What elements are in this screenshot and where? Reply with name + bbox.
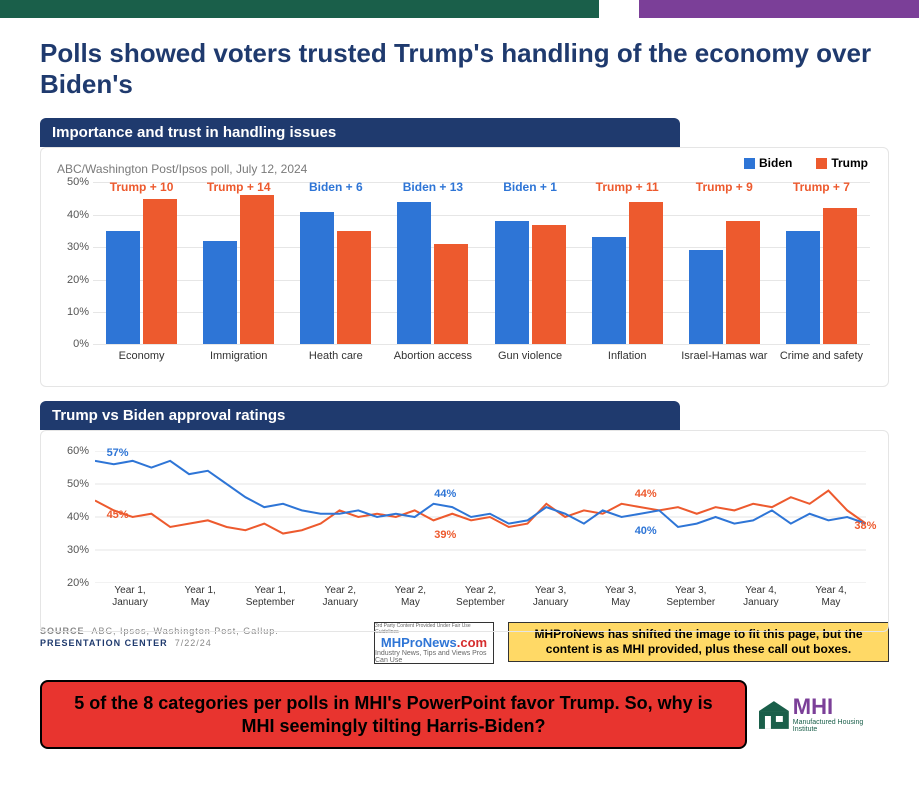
line-ytick: 20% — [67, 577, 89, 589]
bar-trump — [337, 231, 371, 344]
line-series-trump — [95, 491, 866, 534]
line-point-label: 45% — [107, 509, 129, 521]
bar-biden — [106, 231, 140, 344]
line-xtick: Year 2,May — [375, 585, 445, 617]
bar-legend: Biden Trump — [720, 156, 868, 172]
bar-category-label: Gun violence — [482, 350, 579, 363]
mhi-logo: MHI Manufactured Housing Institute — [759, 696, 889, 733]
line-xtick: Year 4,January — [726, 585, 796, 617]
bar-trump — [240, 195, 274, 344]
bar-panel: ABC/Washington Post/Ipsos poll, July 12,… — [40, 147, 889, 387]
bar-group: Trump + 14Immigration — [190, 182, 287, 344]
bar-ytick: 50% — [67, 176, 89, 188]
line-xtick: Year 1,September — [235, 585, 305, 617]
legend-item: Trump — [804, 156, 868, 170]
line-xtick: Year 2,September — [445, 585, 515, 617]
red-callout: 5 of the 8 categories per polls in MHI's… — [40, 680, 747, 749]
bar-category-label: Immigration — [190, 350, 287, 363]
bar-biden — [495, 221, 529, 344]
bar-group: Trump + 10Economy — [93, 182, 190, 344]
line-ytick: 40% — [67, 511, 89, 523]
line-panel: 20% 30% 40% 50% 60% 57% 45% 44% 39% 44% 40% 38% Ye… — [40, 430, 889, 632]
bar-group: Biden + 13Abortion access — [384, 182, 481, 344]
line-xtick: Year 3,January — [516, 585, 586, 617]
bar-trump — [434, 244, 468, 344]
bar-callout: Trump + 14 — [190, 180, 287, 194]
bar-callout: Biden + 6 — [287, 180, 384, 194]
bar-group: Biden + 6Heath care — [287, 182, 384, 344]
line-point-label: 38% — [854, 520, 876, 532]
bar-trump — [726, 221, 760, 344]
bar-group: Trump + 9Israel-Hamas war — [676, 182, 773, 344]
line-ytick: 30% — [67, 544, 89, 556]
bar-biden — [592, 237, 626, 344]
bar-trump — [532, 225, 566, 345]
bar-chart: 0%10%20%30%40%50% Trump + 10EconomyTrump… — [55, 182, 874, 372]
line-point-label: 44% — [635, 488, 657, 500]
bar-ytick: 30% — [67, 241, 89, 253]
bar-category-label: Heath care — [287, 350, 384, 363]
page-headline: Polls showed voters trusted Trump's hand… — [40, 38, 889, 100]
top-color-banner — [0, 0, 919, 18]
bar-callout: Trump + 9 — [676, 180, 773, 194]
bar-group: Biden + 1Gun violence — [482, 182, 579, 344]
bar-biden — [786, 231, 820, 344]
line-point-label: 40% — [635, 525, 657, 537]
bar-category-label: Inflation — [579, 350, 676, 363]
bar-callout: Biden + 1 — [482, 180, 579, 194]
bar-biden — [397, 202, 431, 345]
bar-callout: Trump + 7 — [773, 180, 870, 194]
bar-category-label: Economy — [93, 350, 190, 363]
line-point-label: 44% — [434, 488, 456, 500]
line-point-label: 39% — [434, 529, 456, 541]
bar-ytick: 10% — [67, 306, 89, 318]
bar-trump — [629, 202, 663, 345]
line-xtick: Year 2,January — [305, 585, 375, 617]
bar-callout: Trump + 11 — [579, 180, 676, 194]
bar-group: Trump + 11Inflation — [579, 182, 676, 344]
bar-ytick: 0% — [73, 338, 89, 350]
bar-biden — [300, 212, 334, 345]
presentation-center-line: PRESENTATION CENTER 7/22/24 — [40, 638, 360, 648]
bar-biden — [689, 250, 723, 344]
bar-panel-title: Importance and trust in handling issues — [40, 118, 680, 147]
line-xtick: Year 3,May — [586, 585, 656, 617]
bar-category-label: Israel-Hamas war — [676, 350, 773, 363]
line-xtick: Year 1,May — [165, 585, 235, 617]
bar-group: Trump + 7Crime and safety — [773, 182, 870, 344]
bar-callout: Biden + 13 — [384, 180, 481, 194]
line-xtick: Year 3,September — [656, 585, 726, 617]
bar-trump — [823, 208, 857, 344]
line-ytick: 50% — [67, 478, 89, 490]
line-panel-title: Trump vs Biden approval ratings — [40, 401, 680, 430]
line-xtick: Year 4,May — [796, 585, 866, 617]
bar-trump — [143, 199, 177, 345]
line-ytick: 60% — [67, 445, 89, 457]
bar-callout: Trump + 10 — [93, 180, 190, 194]
bar-category-label: Abortion access — [384, 350, 481, 363]
bar-ytick: 40% — [67, 209, 89, 221]
bar-biden — [203, 241, 237, 345]
legend-item: Biden — [732, 156, 792, 170]
bar-category-label: Crime and safety — [773, 350, 870, 363]
line-xtick: Year 1,January — [95, 585, 165, 617]
bar-ytick: 20% — [67, 274, 89, 286]
line-point-label: 57% — [107, 447, 129, 459]
line-chart: 20% 30% 40% 50% 60% 57% 45% 44% 39% 44% 40% 38% Ye… — [55, 447, 874, 617]
